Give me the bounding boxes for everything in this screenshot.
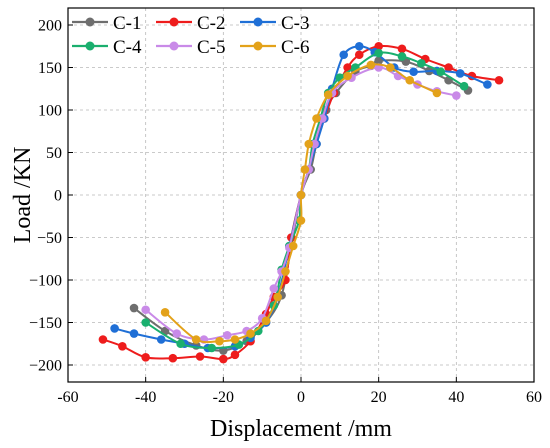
data-point-C-5 (141, 305, 150, 315)
data-point-C-2 (219, 354, 228, 364)
data-point-C-6 (273, 292, 283, 302)
data-point-C-6 (343, 71, 352, 81)
data-point-C-5 (222, 330, 232, 340)
data-point-C-6 (300, 165, 310, 174)
data-point-C-3 (110, 324, 119, 333)
data-point-C-2 (397, 44, 407, 54)
data-point-C-1 (374, 56, 383, 65)
y-tick-label: 150 (38, 60, 62, 77)
data-point-C-6 (261, 316, 271, 326)
data-point-C-1 (129, 303, 139, 313)
data-point-C-4 (176, 339, 185, 349)
data-point-C-5 (269, 284, 279, 293)
legend-marker (85, 41, 95, 51)
x-axis-title: Displacement /mm (210, 416, 392, 442)
data-point-C-3 (156, 335, 166, 344)
legend-label: C-3 (281, 13, 310, 34)
legend-label: C-2 (197, 13, 226, 34)
legend-label: C-5 (197, 37, 226, 58)
series-line-C-4 (145, 51, 465, 350)
x-tick-label: 60 (526, 389, 542, 406)
data-point-C-6 (312, 114, 321, 123)
legend-marker (169, 41, 179, 51)
data-point-C-6 (386, 63, 395, 72)
series-C-6 (160, 60, 442, 346)
data-point-C-4 (374, 48, 383, 58)
data-point-C-5 (452, 91, 461, 100)
legend-item-C-2: C-2 (156, 13, 226, 34)
legend-item-C-1: C-1 (72, 13, 142, 34)
x-tick-label: -60 (57, 389, 78, 406)
data-point-C-5 (172, 329, 182, 338)
y-tick-label: −50 (37, 230, 62, 247)
data-point-C-2 (168, 353, 178, 363)
data-point-C-2 (230, 350, 240, 360)
data-point-C-2 (98, 335, 108, 344)
data-point-C-2 (141, 353, 150, 362)
y-tick-label: −100 (29, 273, 62, 290)
data-point-C-3 (129, 329, 139, 338)
legend-marker (253, 41, 263, 51)
x-tick-label: 40 (448, 389, 464, 406)
y-tick-label: 200 (38, 18, 62, 35)
x-tick-label: 20 (371, 389, 387, 406)
x-tick-label: -20 (213, 389, 234, 406)
y-tick-label: 50 (46, 145, 62, 162)
data-point-C-4 (417, 58, 426, 68)
data-point-C-6 (366, 60, 376, 70)
legend-label: C-1 (113, 13, 142, 34)
data-point-C-6 (160, 308, 170, 317)
data-point-C-2 (118, 342, 127, 351)
data-point-C-2 (444, 63, 453, 72)
data-point-C-6 (304, 139, 314, 149)
y-tick-label: −200 (29, 358, 62, 375)
legend-marker (85, 17, 95, 27)
legend-label: C-6 (281, 37, 310, 58)
series-C-4 (141, 48, 469, 353)
legend-marker (253, 17, 263, 27)
legend-item-C-3: C-3 (240, 13, 310, 34)
y-tick-label: −150 (29, 315, 62, 332)
x-tick-label: 0 (297, 389, 305, 406)
legend: C-1 C-2 C-3 C-4 C-5 C-6 (72, 13, 310, 58)
data-point-C-4 (436, 67, 446, 77)
legend-marker (169, 17, 179, 27)
data-point-C-2 (195, 352, 205, 361)
data-point-C-6 (323, 90, 333, 99)
series-layer (98, 41, 504, 364)
y-tick-label: 0 (54, 188, 62, 205)
legend-label: C-4 (113, 37, 142, 58)
data-point-C-3 (409, 67, 418, 77)
data-point-C-6 (215, 336, 224, 346)
data-point-C-6 (296, 216, 306, 225)
axis-ticks: -60 -40 -20 0 20 40 60 −200 −150 −100 −50 0 50 100 150… (29, 18, 542, 407)
data-point-C-2 (354, 50, 364, 60)
data-point-C-3 (455, 69, 465, 78)
data-point-C-6 (230, 335, 240, 344)
x-tick-label: -40 (135, 389, 156, 406)
data-point-C-2 (494, 75, 504, 85)
data-point-C-3 (339, 50, 349, 60)
data-point-C-6 (281, 267, 290, 276)
y-tick-label: 100 (38, 103, 62, 120)
data-point-C-2 (343, 63, 352, 72)
data-point-C-3 (354, 41, 364, 51)
data-point-C-6 (432, 88, 442, 98)
data-point-C-6 (405, 75, 415, 85)
legend-item-C-4: C-4 (72, 37, 142, 58)
data-point-C-3 (483, 80, 492, 89)
data-point-C-6 (296, 190, 306, 200)
data-point-C-4 (207, 343, 216, 353)
data-point-C-4 (397, 52, 407, 61)
y-axis-title: Load /KN (10, 147, 36, 244)
legend-item-C-5: C-5 (156, 37, 226, 58)
legend-item-C-6: C-6 (240, 37, 310, 58)
data-point-C-6 (288, 241, 298, 251)
data-point-C-6 (191, 335, 201, 344)
data-point-C-4 (141, 318, 150, 327)
data-point-C-6 (246, 329, 255, 338)
data-point-C-4 (459, 81, 469, 91)
